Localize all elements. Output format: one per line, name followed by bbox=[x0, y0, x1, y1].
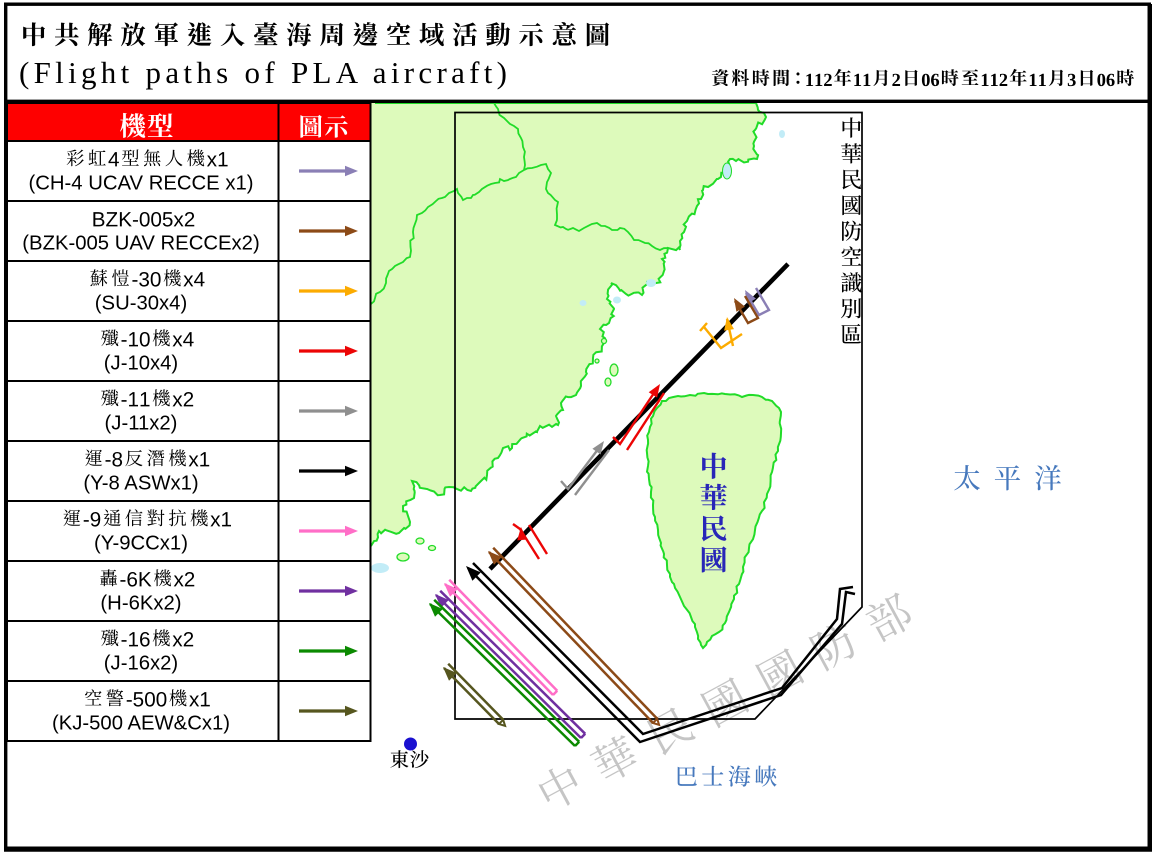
svg-text:(BZK-005 UAV RECCEx2): (BZK-005 UAV RECCEx2) bbox=[22, 232, 259, 254]
svg-text:(SU-30x4): (SU-30x4) bbox=[95, 292, 187, 314]
svg-text:(H-6Kx2): (H-6Kx2) bbox=[100, 592, 181, 614]
svg-text:(J-11x2): (J-11x2) bbox=[105, 412, 178, 434]
svg-text:(CH-4 UCAV RECCE x1): (CH-4 UCAV RECCE x1) bbox=[29, 172, 254, 194]
svg-text:(J-10x4): (J-10x4) bbox=[104, 352, 178, 374]
svg-text:(Y-9CCx1): (Y-9CCx1) bbox=[94, 532, 188, 554]
svg-text:(J-16x2): (J-16x2) bbox=[104, 652, 178, 674]
svg-text:(KJ-500 AEW&Cx1): (KJ-500 AEW&Cx1) bbox=[52, 712, 230, 734]
svg-text:(Y-8 ASWx1): (Y-8 ASWx1) bbox=[83, 472, 198, 494]
